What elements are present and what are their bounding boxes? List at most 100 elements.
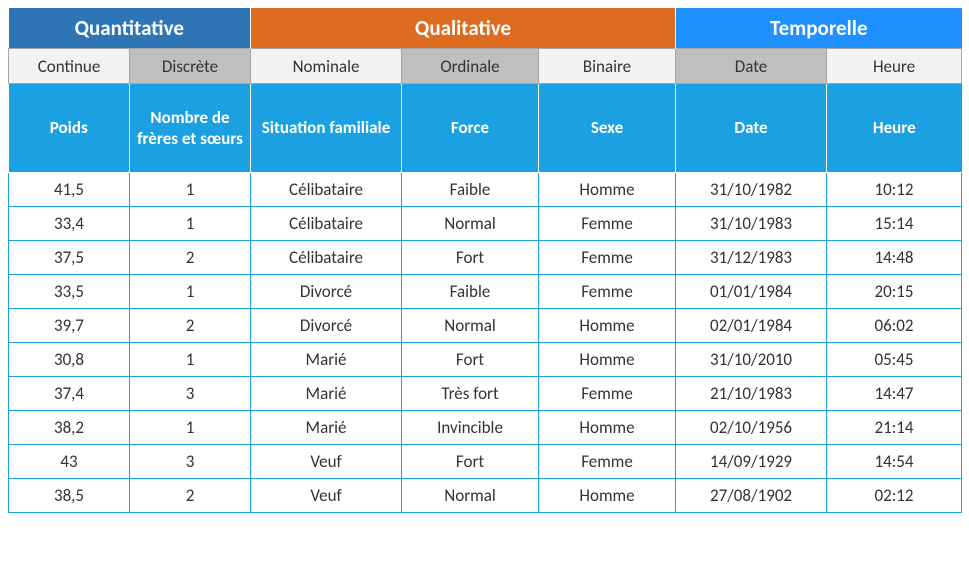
- cell: 14:54: [827, 445, 962, 479]
- cell: 38,2: [9, 411, 130, 445]
- cell: 3: [130, 445, 251, 479]
- colhead-heure: Heure: [827, 84, 962, 173]
- table-row: 30,81MariéFortHomme31/10/201005:45: [9, 343, 962, 377]
- table-row: 33,41CélibataireNormalFemme31/10/198315:…: [9, 207, 962, 241]
- cell: Très fort: [402, 377, 539, 411]
- cell: 06:02: [827, 309, 962, 343]
- cell: 15:14: [827, 207, 962, 241]
- cell: Femme: [539, 445, 676, 479]
- cell: Normal: [402, 207, 539, 241]
- cell: Fort: [402, 241, 539, 275]
- cell: Fort: [402, 445, 539, 479]
- cell: Homme: [539, 479, 676, 513]
- cell: 02:12: [827, 479, 962, 513]
- cell: Homme: [539, 343, 676, 377]
- column-header-row: Poids Nombre de frères et sœurs Situatio…: [9, 84, 962, 173]
- subcategory-binaire: Binaire: [539, 49, 676, 84]
- table-row: 41,51CélibataireFaibleHomme31/10/198210:…: [9, 173, 962, 207]
- table-row: 433VeufFortFemme14/09/192914:54: [9, 445, 962, 479]
- category-qualitative: Qualitative: [251, 8, 676, 49]
- colhead-sexe: Sexe: [539, 84, 676, 173]
- cell: 21:14: [827, 411, 962, 445]
- cell: 33,5: [9, 275, 130, 309]
- cell: 31/10/1983: [676, 207, 827, 241]
- cell: Homme: [539, 309, 676, 343]
- cell: 1: [130, 173, 251, 207]
- cell: Divorcé: [251, 309, 402, 343]
- cell: 20:15: [827, 275, 962, 309]
- cell: 01/01/1984: [676, 275, 827, 309]
- table-row: 37,52CélibataireFortFemme31/12/198314:48: [9, 241, 962, 275]
- table-row: 37,43MariéTrès fortFemme21/10/198314:47: [9, 377, 962, 411]
- cell: Femme: [539, 241, 676, 275]
- cell: 2: [130, 241, 251, 275]
- cell: Femme: [539, 207, 676, 241]
- colhead-poids: Poids: [9, 84, 130, 173]
- cell: 37,4: [9, 377, 130, 411]
- subcategory-ordinale: Ordinale: [402, 49, 539, 84]
- table-row: 38,52VeufNormalHomme27/08/190202:12: [9, 479, 962, 513]
- cell: Normal: [402, 479, 539, 513]
- colhead-nb-freres: Nombre de frères et sœurs: [130, 84, 251, 173]
- cell: Femme: [539, 275, 676, 309]
- cell: 31/12/1983: [676, 241, 827, 275]
- cell: 2: [130, 479, 251, 513]
- cell: 3: [130, 377, 251, 411]
- category-quantitative: Quantitative: [9, 8, 251, 49]
- table-row: 39,72DivorcéNormalHomme02/01/198406:02: [9, 309, 962, 343]
- cell: Homme: [539, 411, 676, 445]
- cell: 39,7: [9, 309, 130, 343]
- cell: Invincible: [402, 411, 539, 445]
- cell: Marié: [251, 411, 402, 445]
- cell: 02/10/1956: [676, 411, 827, 445]
- cell: 1: [130, 411, 251, 445]
- cell: 02/01/1984: [676, 309, 827, 343]
- cell: 2: [130, 309, 251, 343]
- cell: Célibataire: [251, 207, 402, 241]
- category-temporelle: Temporelle: [676, 8, 962, 49]
- subcategory-continue: Continue: [9, 49, 130, 84]
- cell: Homme: [539, 173, 676, 207]
- subcategory-heure: Heure: [827, 49, 962, 84]
- cell: Célibataire: [251, 173, 402, 207]
- cell: 05:45: [827, 343, 962, 377]
- cell: Fort: [402, 343, 539, 377]
- cell: 14/09/1929: [676, 445, 827, 479]
- cell: Femme: [539, 377, 676, 411]
- cell: Normal: [402, 309, 539, 343]
- subcategory-nominale: Nominale: [251, 49, 402, 84]
- cell: 33,4: [9, 207, 130, 241]
- cell: 1: [130, 343, 251, 377]
- cell: Faible: [402, 275, 539, 309]
- cell: 31/10/1982: [676, 173, 827, 207]
- cell: Veuf: [251, 445, 402, 479]
- colhead-date: Date: [676, 84, 827, 173]
- data-body: 41,51CélibataireFaibleHomme31/10/198210:…: [9, 173, 962, 513]
- subcategory-discrete: Discrète: [130, 49, 251, 84]
- cell: Divorcé: [251, 275, 402, 309]
- cell: Veuf: [251, 479, 402, 513]
- cell: 27/08/1902: [676, 479, 827, 513]
- cell: 30,8: [9, 343, 130, 377]
- data-type-table: Quantitative Qualitative Temporelle Cont…: [8, 8, 962, 513]
- cell: Marié: [251, 377, 402, 411]
- cell: 21/10/1983: [676, 377, 827, 411]
- cell: 41,5: [9, 173, 130, 207]
- table-row: 38,21MariéInvincibleHomme02/10/195621:14: [9, 411, 962, 445]
- cell: 43: [9, 445, 130, 479]
- cell: Célibataire: [251, 241, 402, 275]
- cell: 37,5: [9, 241, 130, 275]
- cell: Faible: [402, 173, 539, 207]
- cell: 14:47: [827, 377, 962, 411]
- cell: 31/10/2010: [676, 343, 827, 377]
- cell: 38,5: [9, 479, 130, 513]
- cell: Marié: [251, 343, 402, 377]
- subcategory-date: Date: [676, 49, 827, 84]
- colhead-situation: Situation familiale: [251, 84, 402, 173]
- colhead-force: Force: [402, 84, 539, 173]
- cell: 10:12: [827, 173, 962, 207]
- cell: 14:48: [827, 241, 962, 275]
- cell: 1: [130, 207, 251, 241]
- category-header-row: Quantitative Qualitative Temporelle: [9, 8, 962, 49]
- subcategory-header-row: Continue Discrète Nominale Ordinale Bina…: [9, 49, 962, 84]
